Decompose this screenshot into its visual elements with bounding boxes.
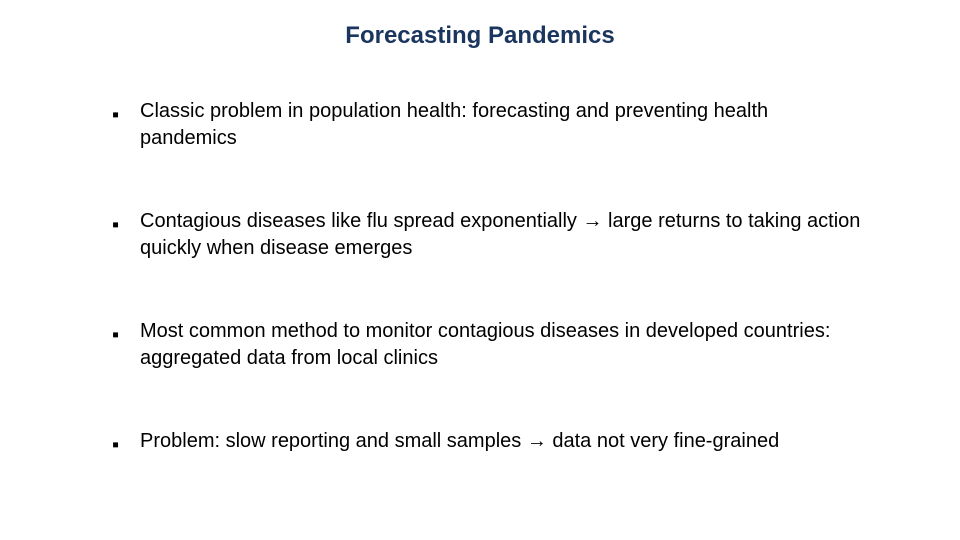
bullet-list: ▪ Classic problem in population health: … xyxy=(80,98,880,455)
bullet-text: Classic problem in population health: fo… xyxy=(140,100,768,149)
list-item: ▪ Problem: slow reporting and small samp… xyxy=(140,428,880,455)
list-item: ▪ Contagious diseases like flu spread ex… xyxy=(140,208,880,262)
bullet-marker-icon: ▪ xyxy=(112,102,119,129)
list-item: ▪ Classic problem in population health: … xyxy=(140,98,880,152)
list-item: ▪ Most common method to monitor contagio… xyxy=(140,318,880,372)
bullet-marker-icon: ▪ xyxy=(112,322,119,349)
slide-title: Forecasting Pandemics xyxy=(80,22,880,50)
bullet-marker-icon: ▪ xyxy=(112,432,119,459)
bullet-text: Problem: slow reporting and small sample… xyxy=(140,430,779,452)
slide: Forecasting Pandemics ▪ Classic problem … xyxy=(0,0,960,540)
bullet-text: Most common method to monitor contagious… xyxy=(140,320,830,369)
bullet-text: Contagious diseases like flu spread expo… xyxy=(140,210,860,259)
bullet-marker-icon: ▪ xyxy=(112,212,119,239)
